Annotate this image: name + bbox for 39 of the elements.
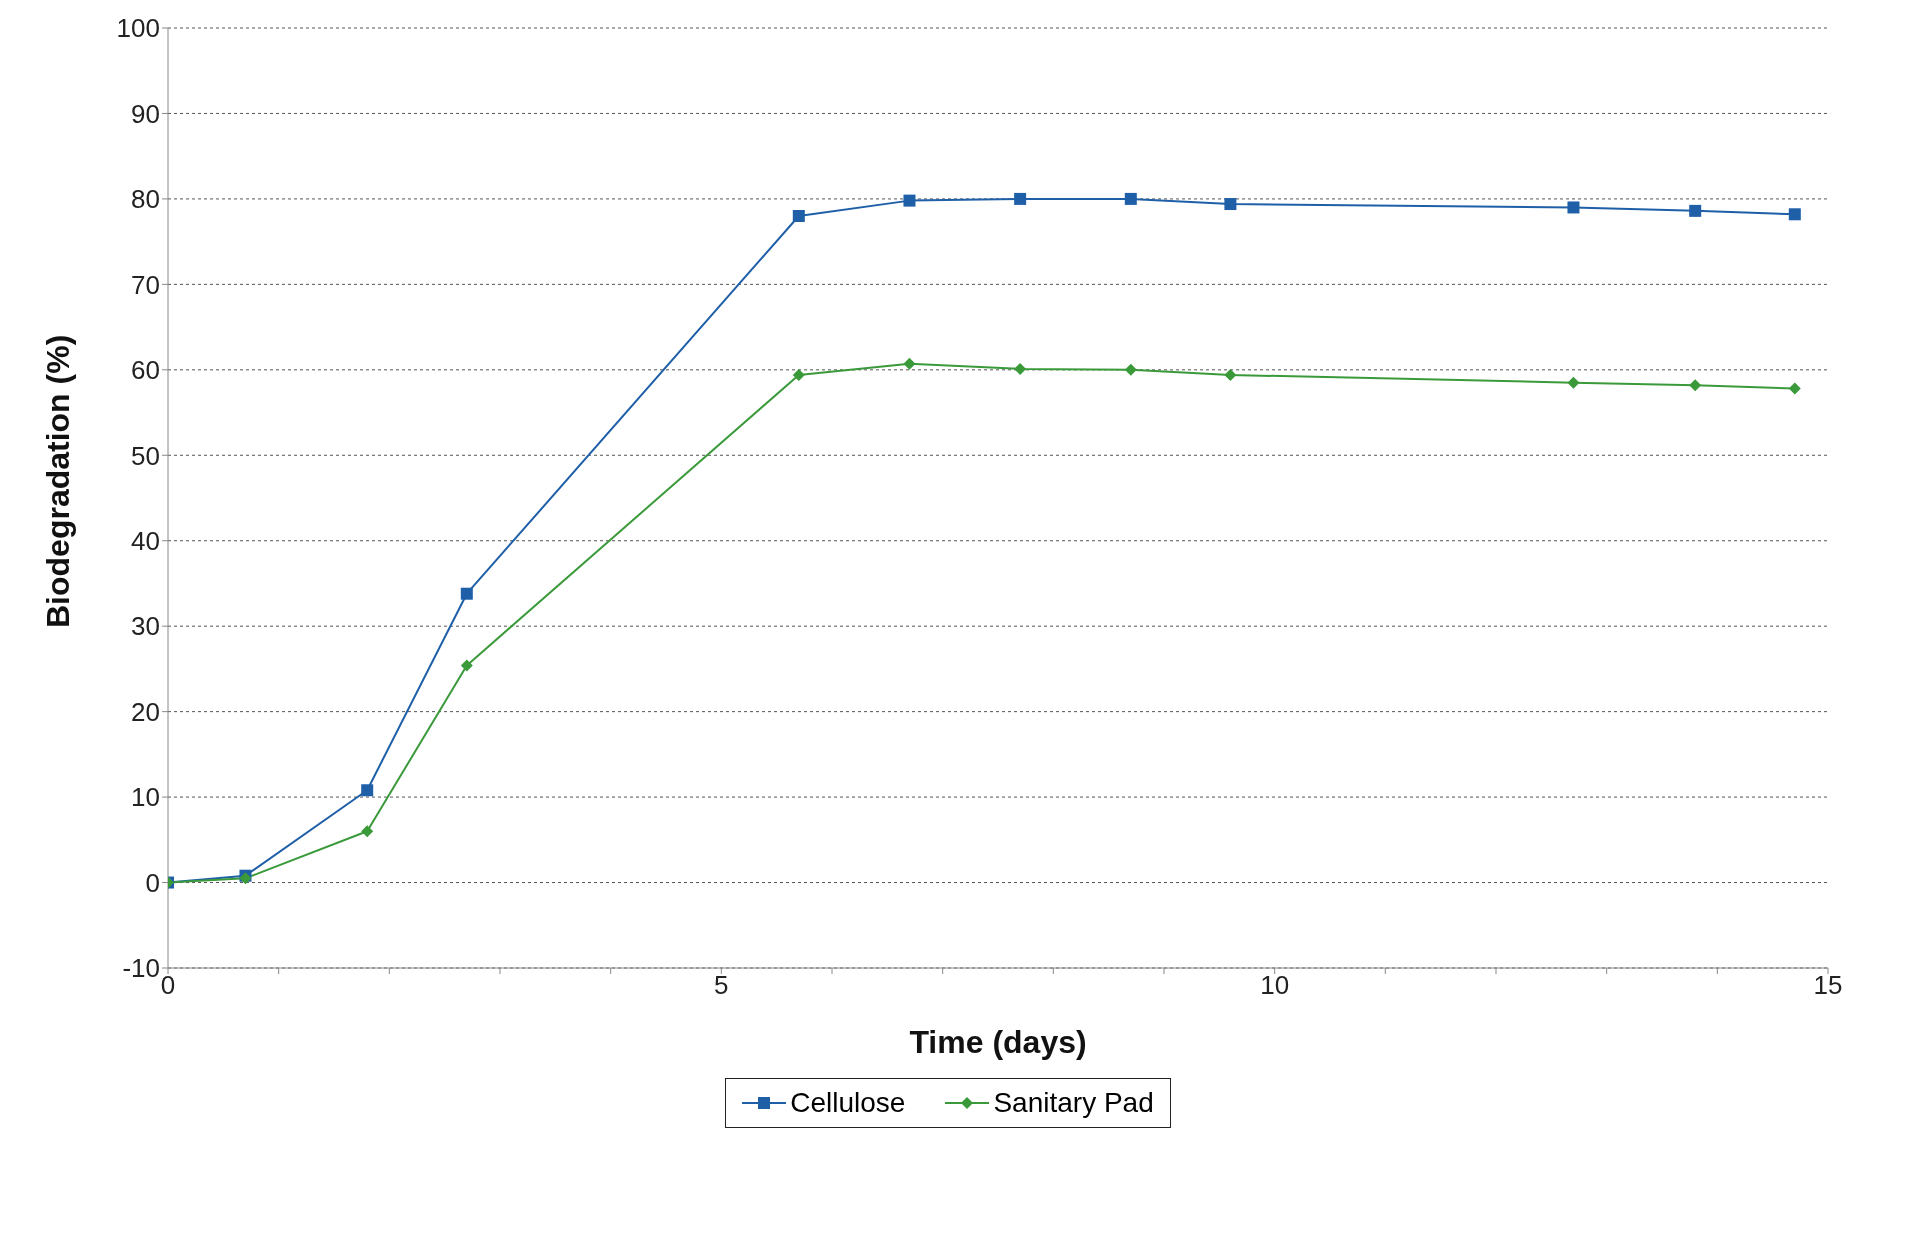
y-tick-label: 30 xyxy=(131,611,160,642)
point xyxy=(1224,368,1237,381)
point xyxy=(792,210,805,222)
y-tick-label: 60 xyxy=(131,355,160,386)
y-axis-title: Biodegradation (%) xyxy=(40,334,77,628)
point xyxy=(1689,379,1702,392)
point xyxy=(1224,198,1237,211)
y-tick-label: 70 xyxy=(131,269,160,300)
y-tick-label: 100 xyxy=(116,13,160,44)
y-tick-label: 10 xyxy=(131,782,160,813)
point xyxy=(460,587,473,600)
x-tick-label: 15 xyxy=(1813,970,1843,1001)
point xyxy=(1567,201,1580,214)
x-axis-title: Time (days) xyxy=(909,1024,1087,1060)
legend-label: Sanitary Pad xyxy=(993,1087,1154,1119)
point xyxy=(1567,376,1580,389)
point xyxy=(361,784,374,797)
point xyxy=(1014,192,1027,205)
y-tick-label: -10 xyxy=(122,953,160,984)
y-tick-label: 90 xyxy=(131,98,160,129)
y-tick-label: 40 xyxy=(131,525,160,556)
point xyxy=(792,368,805,381)
point xyxy=(1788,382,1801,395)
point xyxy=(1788,208,1801,221)
point xyxy=(1124,363,1137,376)
y-tick-label: 50 xyxy=(131,440,160,471)
point xyxy=(1689,204,1702,217)
y-tick-label: 20 xyxy=(131,696,160,727)
point xyxy=(460,659,473,672)
point xyxy=(1014,362,1027,375)
point xyxy=(1124,192,1137,205)
x-tick-label: 5 xyxy=(714,970,729,1001)
point xyxy=(903,194,916,207)
x-tick-label: 10 xyxy=(1260,970,1290,1001)
point xyxy=(903,357,916,370)
y-tick-label: 0 xyxy=(145,867,160,898)
point xyxy=(361,825,374,838)
y-tick-label: 80 xyxy=(131,184,160,215)
legend-label: Cellulose xyxy=(790,1087,906,1119)
